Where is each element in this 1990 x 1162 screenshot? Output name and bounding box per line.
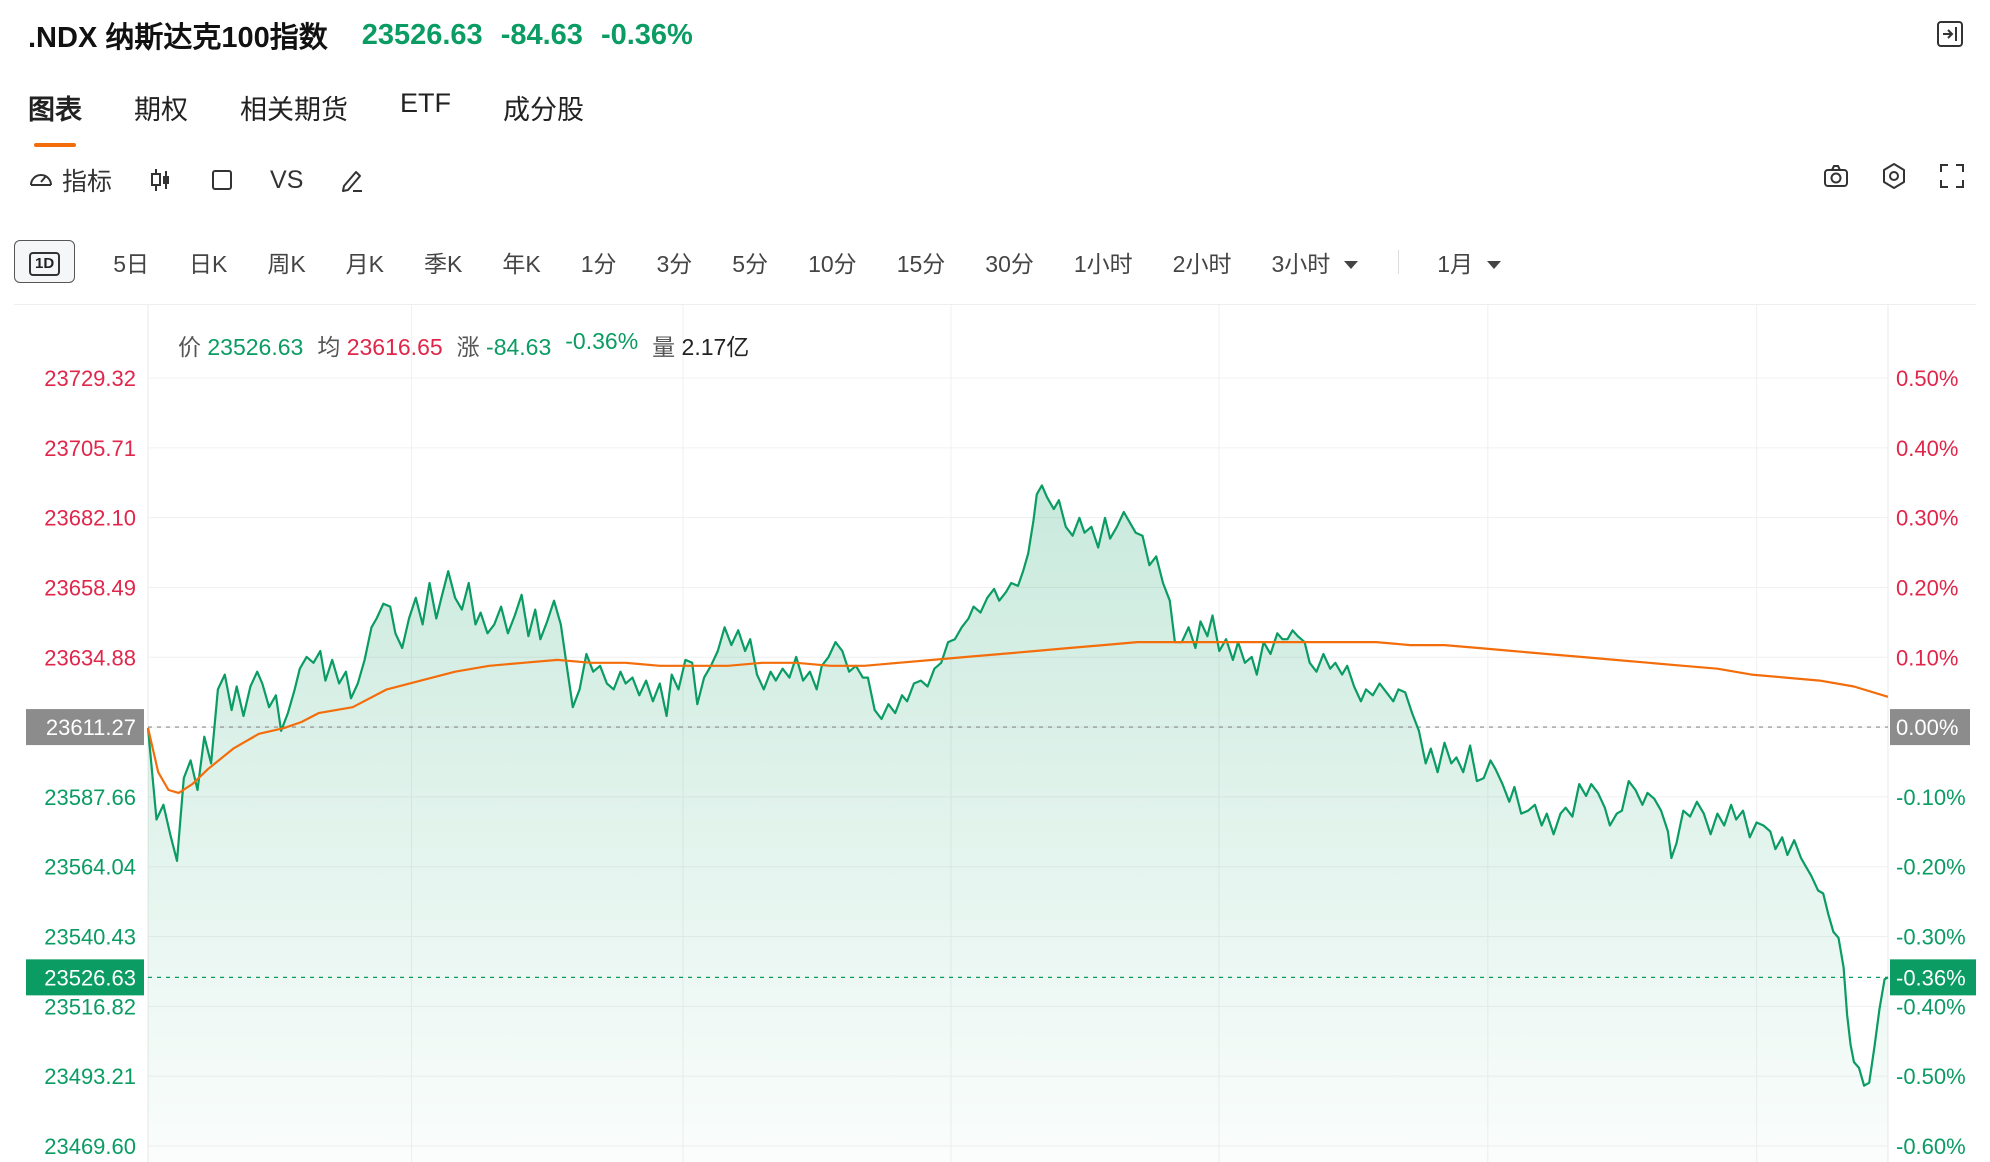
candlestick-icon [151, 169, 170, 191]
period-10min[interactable]: 10分 [808, 250, 857, 277]
y-tick-right: 0.20% [1896, 575, 1958, 600]
y-tick-left: 23587.66 [44, 785, 136, 810]
avg-line [146, 641, 1889, 794]
period-3hour-dropdown[interactable]: 3小时 [1271, 245, 1359, 279]
y-tick-left: 23564.04 [44, 855, 136, 880]
y-tick-left: 23469.60 [44, 1134, 136, 1159]
current-price-label-right: -0.36% [1896, 965, 1966, 990]
vs-icon: VS [270, 165, 304, 194]
price-change: -84.63 [500, 18, 583, 51]
tab-bar: 图表 期权 相关期货 ETF 成分股 [28, 88, 636, 147]
tab-options[interactable]: 期权 [134, 95, 188, 125]
intraday-chart[interactable]: 23729.32 0.50% 23705.71 0.40% 23682.10 0.30% 2… [0, 305, 1990, 1162]
period-month-dropdown[interactable]: 1月 [1437, 245, 1502, 279]
info-price: 23526.63 [207, 334, 304, 360]
gauge-icon [30, 174, 52, 186]
info-chg: -84.63 [486, 334, 552, 360]
y-tick-left: 23493.21 [44, 1064, 136, 1089]
compare-button[interactable]: VS [270, 166, 303, 195]
period-3min[interactable]: 3分 [656, 250, 693, 277]
y-tick-right: 0.50% [1896, 366, 1958, 391]
y-tick-left: 23634.88 [44, 645, 136, 670]
page-title: .NDX 纳斯达克100指数 [28, 22, 328, 54]
y-tick-right: 0.00% [1896, 715, 1958, 740]
crosshair-info: 价 23526.63 均 23616.65 涨 -84.63 -0.36% 量 … [178, 328, 749, 362]
chevron-down-icon [1487, 261, 1502, 270]
info-pct: -0.36% [565, 328, 639, 354]
period-day-k[interactable]: 日K [188, 250, 228, 277]
period-5min[interactable]: 5分 [732, 250, 769, 277]
price-area [148, 485, 1888, 1162]
period-1d[interactable]: 1D [14, 240, 76, 283]
camera-icon[interactable] [1822, 162, 1850, 190]
header: .NDX 纳斯达克100指数 23526.63 -84.63 -0.36% [28, 10, 693, 60]
period-1min[interactable]: 1分 [580, 250, 617, 277]
shape-button[interactable] [210, 168, 234, 192]
current-price-tag-right [1890, 959, 1976, 996]
period-month-label: 1月 [1437, 250, 1474, 277]
info-avg-label: 均 [317, 334, 341, 360]
period-week-k[interactable]: 周K [267, 250, 306, 277]
y-tick-right: -0.60% [1896, 1134, 1966, 1159]
period-30min[interactable]: 30分 [985, 250, 1034, 277]
price-line [146, 484, 1889, 1087]
y-tick-left: 23658.49 [44, 575, 136, 600]
candlestick-button[interactable] [148, 167, 174, 193]
y-tick-left: 23682.10 [44, 506, 136, 531]
y-tick-right: -0.10% [1896, 785, 1966, 810]
period-1hour[interactable]: 1小时 [1073, 250, 1133, 277]
last-price: 23526.63 [361, 18, 483, 51]
info-vol-label: 量 [652, 334, 676, 360]
prev-close-tag-right [1890, 709, 1970, 746]
y-tick-left: 23729.32 [44, 366, 136, 391]
y-tick-left: 23516.82 [44, 994, 136, 1019]
y-tick-right: -0.50% [1896, 1064, 1966, 1089]
info-chg-label: 涨 [456, 334, 480, 360]
info-avg: 23616.65 [346, 334, 443, 360]
period-3hour-label: 3小时 [1271, 250, 1331, 277]
period-quarter-k[interactable]: 季K [424, 250, 463, 277]
indicator-button[interactable]: 指标 [28, 162, 112, 198]
current-price-tag-left [26, 959, 144, 996]
period-year-k[interactable]: 年K [502, 250, 541, 277]
y-tick-right: -0.20% [1896, 855, 1966, 880]
y-tick-right: 0.10% [1896, 645, 1958, 670]
y-tick-left: 23705.71 [44, 436, 136, 461]
y-tick-right: 0.40% [1896, 436, 1958, 461]
fullscreen-icon[interactable] [1938, 162, 1966, 190]
price-change-percent: -0.36% [600, 18, 693, 51]
pen-icon [342, 171, 363, 192]
info-price-label: 价 [178, 334, 201, 360]
tab-constituents[interactable]: 成分股 [503, 95, 584, 125]
draw-button[interactable] [339, 167, 365, 193]
divider [14, 304, 1976, 305]
current-price-label-left: 23526.63 [44, 965, 136, 990]
chevron-down-icon [1344, 261, 1359, 270]
y-tick-right: -0.30% [1896, 925, 1966, 950]
period-1d-label: 1D [29, 252, 61, 276]
divider [1398, 249, 1400, 274]
tab-chart[interactable]: 图表 [28, 88, 82, 147]
indicator-label: 指标 [62, 168, 113, 196]
tab-etf[interactable]: ETF [400, 88, 451, 118]
square-icon [212, 170, 233, 190]
period-15min[interactable]: 15分 [896, 250, 946, 277]
settings-icon[interactable] [1880, 162, 1908, 190]
period-5d[interactable]: 5日 [113, 250, 149, 277]
period-month-k[interactable]: 月K [345, 250, 385, 277]
exit-panel-icon[interactable] [1936, 20, 1964, 48]
period-selector: 1D 5日 日K 周K 月K 季K 年K 1分 3分 5分 10分 15分 30… [14, 240, 1541, 283]
y-tick-left: 23540.43 [44, 925, 136, 950]
y-tick-right: 0.30% [1896, 506, 1958, 531]
y-tick-right: -0.40% [1896, 994, 1966, 1019]
y-tick-left: 23611.27 [46, 715, 136, 740]
chart-toolbar: 指标 VS [28, 162, 401, 198]
period-2hour[interactable]: 2小时 [1172, 250, 1232, 277]
info-vol: 2.17亿 [681, 334, 750, 360]
chart-right-tools [1822, 162, 1966, 190]
prev-close-tag-left [26, 709, 144, 746]
tab-related-futures[interactable]: 相关期货 [240, 95, 348, 125]
